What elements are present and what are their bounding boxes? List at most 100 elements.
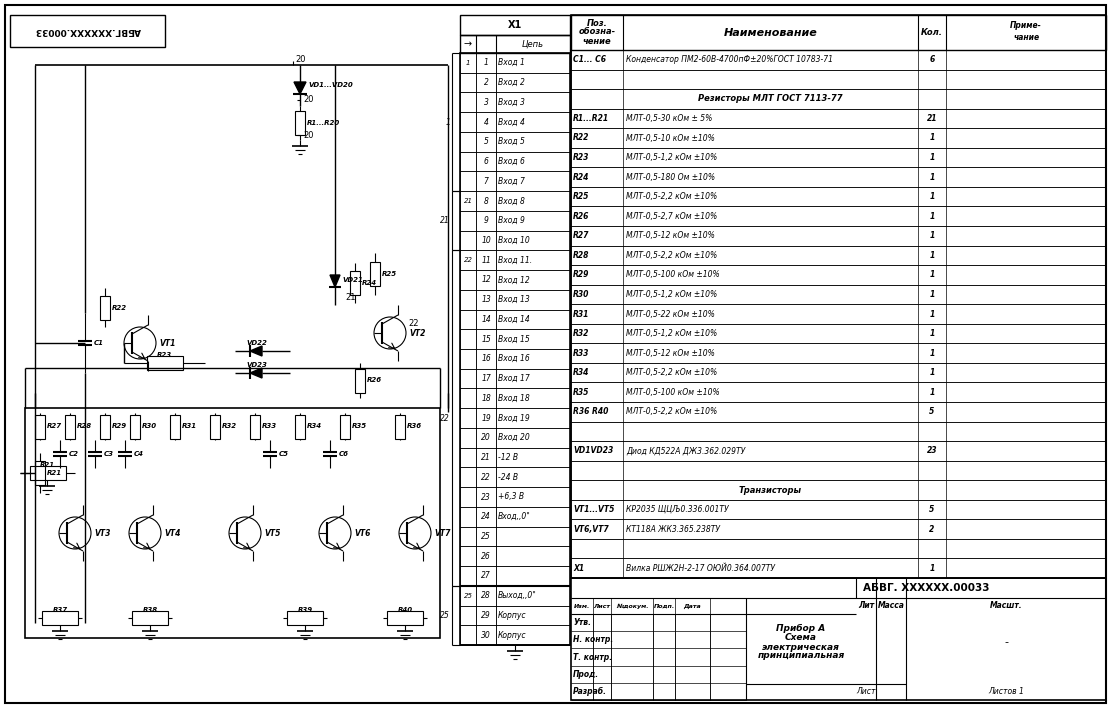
Text: 25: 25 — [463, 593, 472, 599]
Text: №докум.: №докум. — [615, 603, 649, 609]
Text: Поз.: Поз. — [587, 18, 608, 28]
Text: 1: 1 — [930, 564, 934, 573]
Text: VD1...VD20: VD1...VD20 — [308, 82, 353, 88]
Text: VD1VD23: VD1VD23 — [573, 446, 613, 455]
Text: 1: 1 — [930, 251, 934, 260]
Text: C5: C5 — [279, 451, 289, 457]
Text: 29: 29 — [481, 611, 491, 620]
Bar — [571, 480, 1105, 500]
Text: 23: 23 — [927, 446, 938, 455]
Text: 1: 1 — [930, 134, 934, 142]
Bar — [460, 586, 476, 605]
Text: Вход 7: Вход 7 — [498, 177, 524, 185]
Text: Вход 13: Вход 13 — [498, 295, 530, 304]
Text: Схема: Схема — [785, 632, 817, 641]
Text: Разраб.: Разраб. — [573, 687, 607, 696]
Text: R38: R38 — [142, 607, 158, 613]
Text: Вход 12: Вход 12 — [498, 275, 530, 285]
Text: Приме-: Приме- — [1010, 21, 1042, 30]
Bar — [476, 605, 496, 625]
Text: Корпус: Корпус — [498, 631, 527, 639]
Text: R30: R30 — [573, 290, 589, 299]
Text: R23: R23 — [157, 352, 172, 358]
Bar — [571, 15, 1105, 50]
Text: X1: X1 — [573, 564, 584, 573]
Bar — [496, 428, 570, 447]
Text: МЛТ-0,5-22 кОм ±10%: МЛТ-0,5-22 кОм ±10% — [625, 309, 714, 319]
Bar — [10, 15, 166, 47]
Bar — [30, 466, 66, 480]
Text: 5: 5 — [930, 407, 934, 416]
Text: R35: R35 — [352, 423, 367, 430]
Bar — [476, 349, 496, 369]
Text: Вход 10: Вход 10 — [498, 236, 530, 245]
Bar — [571, 304, 1105, 324]
Text: R22: R22 — [112, 304, 127, 311]
Bar — [496, 389, 570, 409]
Text: Лист: Лист — [593, 603, 611, 608]
Bar — [496, 605, 570, 625]
Text: VT1...VT5: VT1...VT5 — [573, 505, 614, 514]
Bar — [496, 309, 570, 329]
Text: 1: 1 — [930, 388, 934, 396]
Text: 14: 14 — [481, 315, 491, 324]
Text: 20: 20 — [303, 130, 313, 139]
Bar — [476, 527, 496, 547]
Bar — [460, 487, 476, 507]
Text: 25: 25 — [440, 611, 450, 620]
Text: VD21: VD21 — [342, 277, 363, 283]
Text: МЛТ-0,5-2,2 кОм ±10%: МЛТ-0,5-2,2 кОм ±10% — [625, 192, 718, 201]
Text: 20: 20 — [303, 96, 313, 105]
Text: Вход 15: Вход 15 — [498, 335, 530, 343]
Text: Вход 9: Вход 9 — [498, 216, 524, 225]
Bar — [571, 402, 1105, 421]
Text: 18: 18 — [481, 394, 491, 403]
Text: Вход 1: Вход 1 — [498, 58, 524, 67]
Text: 2: 2 — [483, 78, 489, 87]
Bar — [571, 15, 1105, 578]
Bar — [476, 93, 496, 112]
Text: 3: 3 — [483, 98, 489, 107]
Text: VT6,VT7: VT6,VT7 — [573, 525, 609, 534]
Text: 13: 13 — [481, 295, 491, 304]
Text: Масса: Масса — [878, 602, 904, 610]
Text: Корпус: Корпус — [498, 611, 527, 620]
Bar — [476, 547, 496, 566]
Bar — [476, 270, 496, 290]
Bar — [250, 414, 260, 438]
Text: 1: 1 — [930, 212, 934, 221]
Bar — [496, 132, 570, 152]
Bar — [476, 447, 496, 467]
Text: Вход 19: Вход 19 — [498, 413, 530, 423]
Text: 1: 1 — [483, 58, 489, 67]
Text: VT6: VT6 — [354, 528, 370, 537]
Text: VT4: VT4 — [164, 528, 180, 537]
Bar — [476, 171, 496, 191]
Bar — [496, 566, 570, 586]
Bar — [571, 187, 1105, 207]
Text: R40: R40 — [398, 607, 412, 613]
Bar — [460, 389, 476, 409]
Bar — [496, 290, 570, 309]
Text: Вход 18: Вход 18 — [498, 394, 530, 403]
Text: Подп.: Подп. — [653, 603, 674, 608]
Bar — [147, 356, 182, 370]
Text: VT7: VT7 — [434, 528, 450, 537]
Bar — [476, 73, 496, 93]
Text: 21: 21 — [481, 453, 491, 462]
Text: R33: R33 — [262, 423, 277, 430]
Bar — [496, 93, 570, 112]
Bar — [36, 461, 46, 485]
Text: 1: 1 — [930, 290, 934, 299]
Text: R31: R31 — [573, 309, 589, 319]
Text: МЛТ-0,5-100 кОм ±10%: МЛТ-0,5-100 кОм ±10% — [625, 270, 720, 280]
Text: Наименование: Наименование — [723, 28, 818, 38]
Text: 1: 1 — [930, 173, 934, 182]
Bar — [460, 290, 476, 309]
Text: R28: R28 — [573, 251, 589, 260]
Bar — [476, 53, 496, 73]
Text: R24: R24 — [362, 280, 377, 286]
Bar — [460, 409, 476, 428]
Bar — [387, 611, 423, 625]
Text: 22: 22 — [440, 413, 450, 423]
